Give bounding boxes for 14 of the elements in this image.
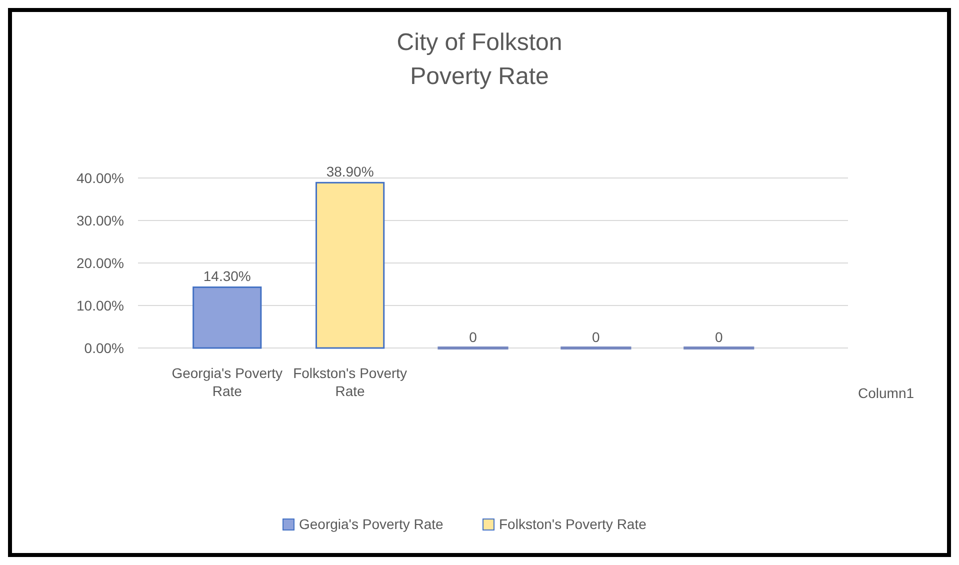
data-label: 38.90% [326,164,374,180]
chart-title: City of Folkston Poverty Rate [396,29,562,90]
data-label: 0 [469,329,478,345]
data-label: 14.30% [203,268,251,284]
y-tick-label: 20.00% [76,254,124,271]
y-tick-label: 40.00% [76,170,124,186]
category-label: Folkston's Poverty Rate [499,516,646,532]
y-tick-label: 10.00% [76,297,124,314]
data-label: 0 [714,329,723,345]
y-tick-label: 30.00% [76,212,124,228]
text: Column1 [858,385,914,401]
y-tick-label: 0.00% [84,340,124,356]
data-label: 0 [592,329,600,345]
category-label: Georgia's Poverty Rate [299,516,444,532]
